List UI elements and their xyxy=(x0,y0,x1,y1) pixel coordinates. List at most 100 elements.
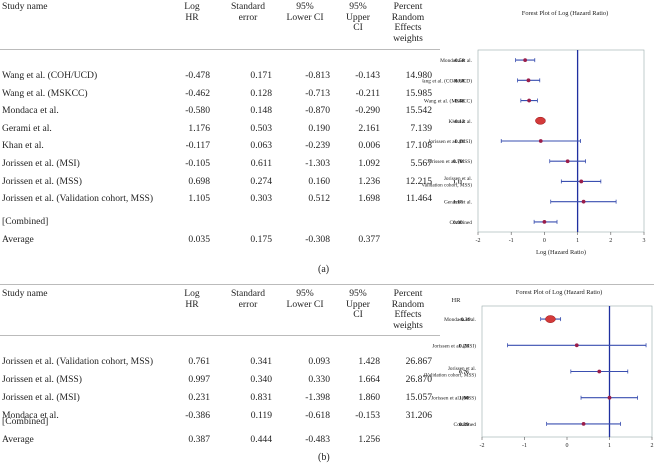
table-cell: 0.006 xyxy=(358,140,380,152)
average-cell: -0.483 xyxy=(305,434,330,445)
row-value: -0.68 xyxy=(453,78,465,84)
point-estimate xyxy=(579,179,584,184)
point-estimate xyxy=(523,58,528,63)
combined-label: [Combined] xyxy=(2,416,49,427)
table-cell: -1.303 xyxy=(305,158,330,169)
table-cell: -0.870 xyxy=(305,105,330,117)
row-value: -0.39 xyxy=(459,317,471,323)
x-tick-label: -1 xyxy=(522,443,527,449)
header-standard-error: Standard error xyxy=(230,288,266,310)
table-cell: -0.713 xyxy=(305,87,330,99)
plot-title: Forest Plot of Log (Hazard Ratio) xyxy=(522,10,608,17)
point-estimate xyxy=(542,219,547,224)
row-label: Jorissen et al. xyxy=(444,176,472,182)
x-tick-label: -1 xyxy=(509,238,514,244)
row-label: Gerami et al. xyxy=(444,200,472,206)
table-cell: 15.542 xyxy=(405,105,432,117)
x-tick-label: -2 xyxy=(480,443,485,449)
table-cell: -0.143 xyxy=(355,70,380,81)
study-name-cell: Wang et al. (COH/UCD) xyxy=(2,70,98,81)
table-cell: 1.428 xyxy=(358,356,380,367)
table-cell: 0.231 xyxy=(188,392,210,403)
table-cell: 26.867 xyxy=(405,356,432,367)
header-weights: Percent Random Effects weights xyxy=(391,288,425,331)
forest-plot-b: Forest Plot of Log (Hazard Ratio) HR Monda… xyxy=(424,289,654,449)
caption-b: (b) xyxy=(318,452,330,463)
table-cell: 1.664 xyxy=(358,374,380,385)
y-axis-label: HR xyxy=(451,297,461,304)
table-cell: 0.148 xyxy=(250,105,272,117)
table-cell: 26.870 xyxy=(405,374,432,385)
row-label: (Validation cohort, MSS) xyxy=(422,181,472,188)
table-cell: -0.211 xyxy=(355,87,380,99)
average-cell: 0.387 xyxy=(188,434,210,445)
row-value: 0.76 xyxy=(459,370,469,376)
point-estimate-highlight xyxy=(535,116,546,125)
table-cell: 11.464 xyxy=(405,193,432,205)
table-cell: 1.092 xyxy=(358,158,380,169)
study-name-cell: Jorissen et al. (Validation cohort, MSS) xyxy=(2,356,154,367)
table-cell: 0.274 xyxy=(250,175,272,187)
row-label: Wang et al. (MSKCC) xyxy=(424,98,472,105)
header-standard-error: Standard error xyxy=(230,1,266,23)
x-tick-label: 2 xyxy=(651,443,654,449)
header-rule xyxy=(0,335,440,336)
plot-title: Forest Plot of Log (Hazard Ratio) xyxy=(516,289,602,296)
point-estimate xyxy=(607,395,612,400)
x-tick-label: 0 xyxy=(543,238,546,244)
table-cell: 2.161 xyxy=(358,122,380,134)
average-cell: 0.377 xyxy=(358,234,380,245)
average-label: Average xyxy=(2,434,34,445)
table-cell: 0.119 xyxy=(250,410,272,421)
average-label: Average xyxy=(2,234,34,245)
row-label: (Validation cohort, MSS) xyxy=(424,372,477,379)
table-cell: 0.761 xyxy=(188,356,210,367)
plot-frame xyxy=(477,49,645,233)
row-label: Jorissen et al. (MSI) xyxy=(432,342,476,349)
row-label: Combined xyxy=(454,422,477,428)
row-label: Khan et al. xyxy=(449,119,473,125)
study-name-cell: Mondaca et al. xyxy=(2,410,59,421)
row-value: 1.18 xyxy=(453,200,463,206)
header-study-name: Study name xyxy=(2,1,48,12)
header-rule xyxy=(0,49,440,50)
table-cell: 0.128 xyxy=(250,87,272,99)
table-cell: -0.153 xyxy=(355,410,380,421)
table-cell: 0.063 xyxy=(250,140,272,152)
table-cell: -0.813 xyxy=(305,70,330,81)
row-value: 0.39 xyxy=(459,422,469,428)
header-study-name: Study name xyxy=(2,288,48,299)
point-estimate xyxy=(527,98,532,103)
row-label: Jorissen et al. (MSS) xyxy=(427,158,472,165)
point-estimate xyxy=(581,422,586,426)
x-tick-label: 3 xyxy=(643,238,646,244)
panel-divider xyxy=(0,284,654,285)
table-cell: 0.611 xyxy=(250,158,272,169)
study-name-cell: Jorissen et al. (MSS) xyxy=(2,374,82,385)
point-estimate xyxy=(574,343,579,348)
row-label: Wang et al. (COH/UCD) xyxy=(422,77,472,84)
header-log-hr: Log HR xyxy=(184,288,200,310)
point-estimate xyxy=(597,369,602,374)
row-label: Jorissen et al. xyxy=(448,366,476,372)
x-tick-label: 1 xyxy=(576,238,579,244)
average-cell: 0.035 xyxy=(188,234,210,245)
study-name-cell: Jorissen et al. (MSS) xyxy=(2,175,82,187)
average-cell: -0.308 xyxy=(305,234,330,245)
table-cell: -1.398 xyxy=(305,392,330,403)
table-cell: 1.236 xyxy=(358,175,380,187)
row-value: 0.00 xyxy=(453,220,463,226)
table-cell: 0.190 xyxy=(308,122,330,134)
average-cell: 0.444 xyxy=(250,434,272,445)
study-name-cell: Jorissen et al. (MSI) xyxy=(2,392,80,403)
study-name-cell: Gerami et al. xyxy=(2,122,52,134)
average-cell: 1.256 xyxy=(358,434,380,445)
row-label: Combined xyxy=(450,220,473,226)
study-name-cell: Wang et al. (MSKCC) xyxy=(2,87,88,99)
forest-plot-a: Forest Plot of Log (Hazard Ratio) Mondaca… xyxy=(422,10,646,256)
table-cell: 15.985 xyxy=(405,87,432,99)
header-weights: Percent Random Effects weights xyxy=(391,1,425,44)
row-value: -0.12 xyxy=(453,119,465,125)
table-cell: 0.171 xyxy=(250,70,272,81)
